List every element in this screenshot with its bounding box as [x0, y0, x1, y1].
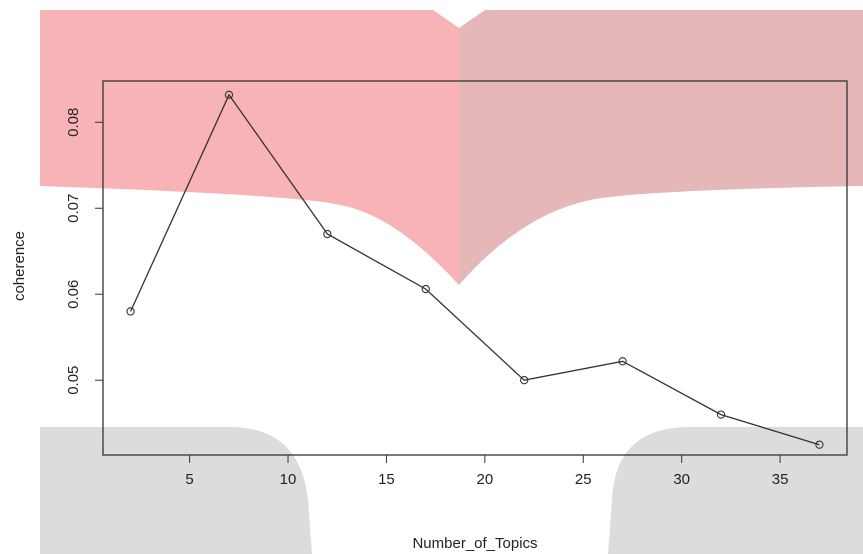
data-point: [421, 284, 430, 294]
x-tick-label: 30: [673, 471, 690, 488]
y-tick-label: 0.07: [65, 194, 82, 223]
y-tick-label: 0.08: [65, 108, 82, 137]
pink-overlay-right: [459, 10, 863, 285]
series-line: [130, 93, 820, 446]
x-tick-label: 10: [280, 471, 297, 488]
data-point: [716, 410, 726, 419]
y-axis: 0.05 0.06 0.07 0.08: [65, 108, 103, 395]
grey-overlay-right: [608, 427, 863, 554]
y-tick-label: 0.05: [65, 366, 82, 395]
y-axis-title: coherence: [11, 231, 28, 301]
data-markers: [126, 90, 824, 449]
x-axis: 5 10 15 20 25 30 35: [185, 455, 788, 488]
pink-overlay-left: [40, 10, 459, 285]
data-point: [323, 229, 332, 239]
grey-overlay-left: [40, 427, 312, 554]
data-point: [520, 376, 529, 385]
x-tick-label: 5: [185, 471, 193, 488]
data-point: [126, 307, 135, 316]
x-tick-label: 35: [772, 471, 789, 488]
data-point: [224, 90, 234, 99]
x-axis-title: Number_of_Topics: [412, 535, 537, 552]
x-tick-label: 20: [476, 471, 493, 488]
data-point: [815, 440, 824, 449]
x-tick-label: 25: [575, 471, 592, 488]
x-tick-label: 15: [378, 471, 395, 488]
data-point: [618, 357, 627, 366]
plot-area-frame: [102, 80, 848, 456]
y-tick-label: 0.06: [65, 280, 82, 309]
